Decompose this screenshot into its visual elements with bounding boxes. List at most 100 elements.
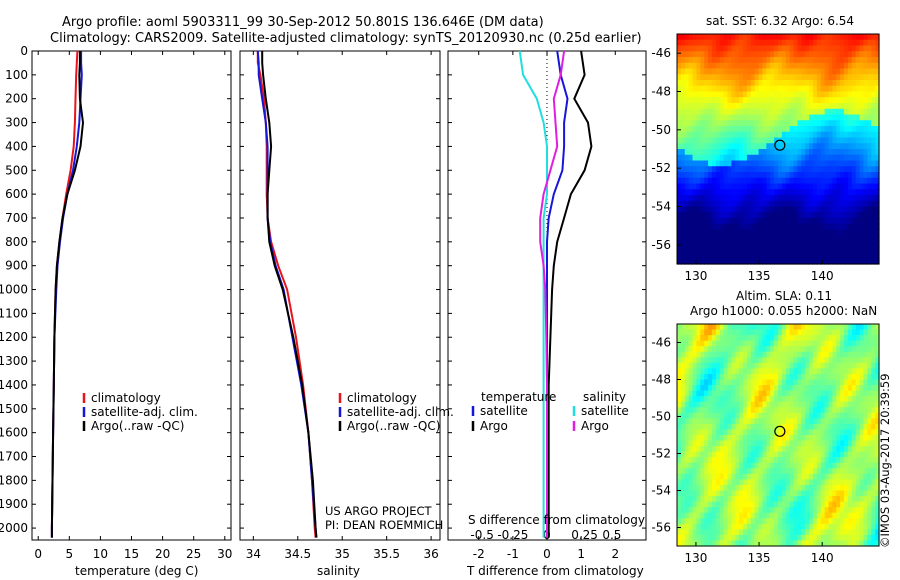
map-cell (680, 362, 686, 369)
map-cell (692, 390, 698, 397)
map-cell (708, 74, 713, 81)
map-cell (844, 362, 849, 369)
map-cell (851, 74, 857, 81)
legend-entry: climatology (347, 391, 417, 405)
map-cell (875, 177, 880, 185)
map-cell (739, 501, 744, 508)
map-cell (731, 103, 736, 110)
map-cell (867, 479, 872, 486)
map-cell (836, 496, 841, 503)
map-cell (836, 401, 841, 408)
map-cell (789, 114, 795, 121)
map-cell (700, 126, 705, 133)
map-cell (774, 385, 779, 392)
map-cell (824, 91, 830, 98)
map-cell (789, 108, 795, 116)
map-cell (785, 206, 791, 213)
depth-tick-label: 1700 (0, 450, 28, 464)
map-cell (704, 235, 709, 242)
map-cell (743, 457, 748, 464)
map-cell (778, 160, 783, 167)
map-cell (719, 246, 725, 254)
map-cell (758, 62, 764, 70)
map-cell (859, 507, 865, 514)
map-cell (715, 523, 721, 530)
map-cell (735, 324, 740, 331)
map-cell (871, 206, 876, 213)
map-cell (708, 62, 713, 70)
map-cell (805, 324, 810, 331)
map-cell (715, 446, 721, 453)
map-cell (754, 346, 760, 353)
map-cell (859, 490, 865, 497)
map-cell (847, 252, 853, 259)
map-cell (770, 85, 775, 93)
map-cell (758, 385, 764, 392)
map-cell (820, 120, 826, 127)
map-cell (867, 206, 872, 213)
map-cell (824, 496, 830, 503)
map-cell (816, 518, 822, 525)
map-cell (774, 329, 779, 336)
map-cell (812, 91, 818, 98)
map-cell (816, 407, 822, 414)
map-cell (793, 462, 799, 469)
map-cell (708, 529, 713, 536)
map-cell (781, 137, 787, 144)
map-cell (871, 229, 876, 236)
map-cell (762, 51, 767, 58)
map-cell (758, 351, 764, 358)
map-cell (743, 496, 748, 503)
map-cell (746, 143, 752, 150)
map-cell (739, 223, 744, 231)
map-cell (715, 34, 721, 41)
map-cell (723, 501, 729, 508)
map-cell (801, 114, 806, 121)
sla-map: 130 135 140-46-48-50-52-54-56 (651, 323, 880, 565)
map-cell (711, 45, 717, 52)
map-cell (820, 518, 826, 525)
map-cell (758, 496, 764, 503)
map-cell (875, 200, 880, 208)
map-cell (708, 172, 713, 179)
map-cell (774, 39, 779, 47)
map-cell (774, 540, 779, 547)
map-cell (816, 34, 822, 41)
map-cell (727, 468, 732, 475)
map-cell (801, 229, 806, 236)
series-line-temperature-argo (547, 50, 593, 538)
legend-heading-salinity: salinity (583, 390, 626, 404)
map-cell (766, 518, 771, 525)
map-cell (824, 324, 830, 331)
map-cell (758, 200, 764, 208)
map-cell (711, 518, 717, 525)
map-cell (828, 440, 833, 447)
map-cell (875, 473, 880, 480)
map-cell (704, 51, 709, 58)
map-cell (715, 120, 721, 127)
map-cell (820, 195, 826, 202)
map-cell (778, 379, 783, 386)
map-cell (820, 429, 826, 436)
map-cell (743, 357, 748, 364)
map-cell (867, 518, 872, 525)
map-cell (789, 206, 795, 213)
map-cell (793, 479, 799, 486)
map-cell (836, 166, 841, 173)
map-cell (692, 120, 698, 127)
x-tick-label: -1 (507, 547, 519, 561)
map-cell (781, 490, 787, 497)
map-cell (812, 457, 818, 464)
map-cell (851, 229, 857, 236)
map-cell (847, 149, 853, 156)
map-cell (851, 126, 857, 133)
map-cell (805, 258, 810, 265)
map-cell (739, 258, 744, 265)
map-cell (789, 457, 795, 464)
map-cell (684, 241, 690, 248)
map-cell (778, 418, 783, 425)
map-cell (809, 68, 814, 75)
map-cell (836, 206, 841, 213)
map-cell (766, 51, 771, 58)
map-cell (743, 385, 748, 392)
